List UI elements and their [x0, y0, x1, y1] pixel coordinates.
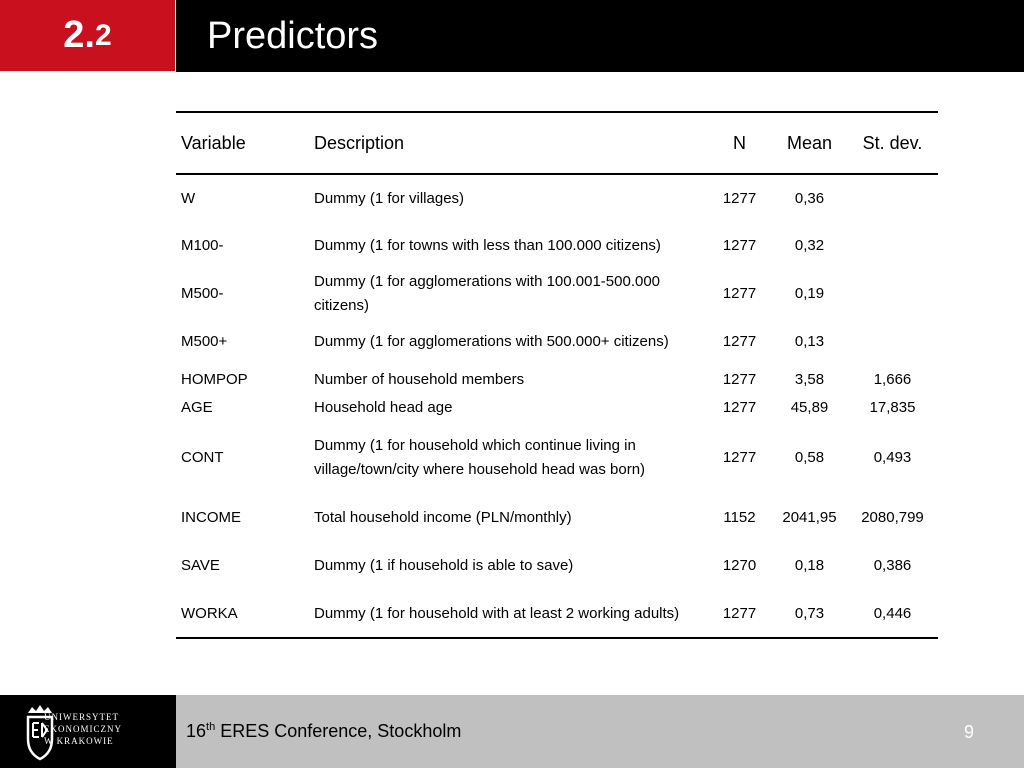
cell-n: 1277 [722, 189, 757, 207]
university-logo-icon [26, 705, 54, 761]
column-header-description: Description [309, 111, 707, 175]
cell-n: 1277 [722, 399, 757, 416]
cell-mean: 0,19 [794, 285, 825, 302]
cell-description: Dummy (1 for towns with less than 100.00… [314, 237, 661, 254]
logo-line-1: UNIWERSYTET [44, 712, 119, 722]
slide-title: Predictors [207, 15, 379, 57]
column-header-n: N [707, 111, 772, 175]
cell-mean: 0,18 [794, 557, 825, 574]
cell-n: 1270 [722, 557, 757, 574]
cell-mean: 45,89 [790, 399, 829, 416]
column-header-mean: Mean [772, 111, 847, 175]
table-row: M100- Dummy (1 for towns with less than 1… [176, 222, 938, 270]
cell-variable: M100- [181, 237, 224, 254]
table-row: HOMPOP Number of household members 1277 3,5… [176, 366, 938, 394]
cell-variable: HOMPOP [181, 371, 248, 388]
cell-mean: 0,73 [772, 590, 847, 639]
cell-sd: 17,835 [869, 399, 916, 416]
cell-description: Household head age [314, 399, 453, 416]
cell-mean: 0,13 [794, 333, 825, 350]
cell-mean: 0,36 [794, 189, 825, 207]
cell-n: 1277 [722, 371, 757, 388]
university-name: UNIWERSYTET EKONOMICZNY W KRAKOWIE [44, 711, 122, 747]
table-header-row: Variable Description N Mean St. dev. [176, 111, 938, 175]
cell-description: Dummy (1 for agglomerations with 500.000… [314, 333, 669, 350]
cell-mean: 3,58 [794, 371, 825, 388]
cell-variable: M500+ [181, 333, 228, 350]
cell-variable: W [181, 189, 196, 207]
cell-sd: 0,446 [847, 590, 938, 639]
conference-number: 16 [186, 721, 207, 741]
conference-title: ERES Conference, Stockholm [215, 721, 462, 741]
cell-description: Dummy (1 for household which continue li… [314, 437, 646, 478]
cell-n: 1277 [722, 237, 757, 254]
section-number-sub: 2 [95, 18, 112, 52]
table-row: WORKA Dummy (1 for household with at leas… [176, 590, 938, 639]
cell-sd [847, 318, 938, 366]
cell-mean: 2041,95 [782, 509, 837, 526]
table-row: INCOME Total household income (PLN/monthl… [176, 494, 938, 542]
conference-ordinal: th [206, 721, 216, 733]
cell-sd [847, 222, 938, 270]
section-number-main: 2. [63, 14, 95, 56]
predictors-table: Variable Description N Mean St. dev. W Du… [176, 111, 938, 639]
cell-variable: CONT [181, 449, 224, 466]
cell-description: Dummy (1 for villages) [314, 189, 465, 207]
cell-variable: WORKA [176, 590, 309, 639]
cell-variable: AGE [181, 399, 213, 416]
cell-variable: SAVE [181, 557, 220, 574]
cell-description: Total household income (PLN/monthly) [314, 509, 572, 526]
footer-bar: 16th ERES Conference, Stockholm 9 [176, 695, 1024, 768]
conference-name: 16th ERES Conference, Stockholm [186, 721, 461, 742]
table-row: W Dummy (1 for villages) 1277 0,36 [176, 174, 938, 222]
cell-sd [847, 270, 938, 318]
table-row: CONT Dummy (1 for household which continu… [176, 422, 938, 494]
cell-sd: 0,493 [873, 449, 912, 466]
cell-sd: 0,386 [873, 557, 912, 574]
cell-sd: 1,666 [873, 371, 912, 388]
cell-n: 1277 [722, 333, 757, 350]
cell-description: Dummy (1 if household is able to save) [314, 557, 574, 574]
page-number: 9 [963, 722, 974, 742]
table-row: M500- Dummy (1 for agglomerations with 10… [176, 270, 938, 318]
section-number-badge: 2. 2 [0, 0, 176, 72]
table-row: M500+ Dummy (1 for agglomerations with 50… [176, 318, 938, 366]
cell-n: 1277 [722, 449, 757, 466]
cell-variable: INCOME [181, 509, 241, 526]
cell-sd: 2080,799 [861, 509, 924, 526]
cell-n: 1277 [707, 590, 772, 639]
cell-description: Number of household members [314, 371, 525, 388]
cell-n: 1277 [722, 285, 757, 302]
table-row: SAVE Dummy (1 if household is able to sav… [176, 542, 938, 590]
column-header-stdev: St. dev. [847, 111, 938, 175]
cell-variable: M500- [181, 285, 224, 302]
logo-line-2: EKONOMICZNY [44, 724, 122, 734]
cell-n: 1152 [723, 509, 756, 526]
cell-mean: 0,32 [794, 237, 825, 254]
header-bar: 2. 2 Predictors [0, 0, 1024, 72]
logo-line-3: W KRAKOWIE [44, 736, 114, 746]
column-header-variable: Variable [176, 111, 309, 175]
cell-description: Dummy (1 for household with at least 2 w… [309, 590, 707, 639]
footer-logo-area: UNIWERSYTET EKONOMICZNY W KRAKOWIE [0, 695, 176, 768]
cell-sd [847, 174, 938, 222]
table-row: AGE Household head age 1277 45,89 17,835 [176, 394, 938, 422]
cell-mean: 0,58 [794, 449, 825, 466]
cell-description: Dummy (1 for agglomerations with 100.001… [314, 273, 661, 314]
